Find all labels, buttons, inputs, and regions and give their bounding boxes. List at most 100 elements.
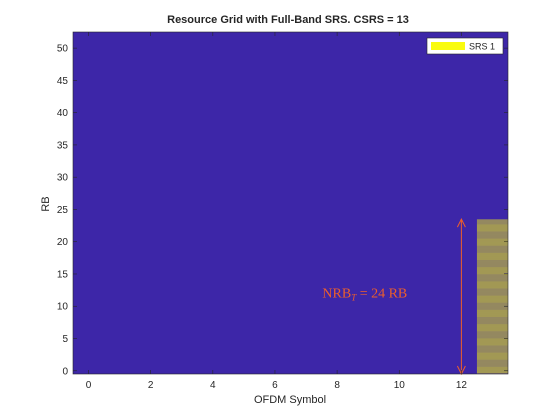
srs-subcarrier	[476, 358, 508, 359]
srs-subcarrier	[476, 355, 508, 356]
srs-subcarrier	[476, 333, 508, 335]
srs-subcarrier	[476, 265, 508, 267]
srs-subcarrier	[476, 246, 508, 248]
srs-subcarrier	[476, 372, 508, 373]
srs-subcarrier	[476, 351, 508, 353]
srs-subcarrier	[476, 340, 508, 341]
srs-subcarrier	[476, 226, 508, 227]
srs-subcarrier	[476, 289, 508, 291]
y-tick-label: 25	[57, 205, 69, 216]
srs-subcarrier	[476, 249, 508, 251]
annotation-arrowhead-top	[456, 218, 466, 228]
srs-subcarrier	[476, 312, 508, 313]
srs-subcarrier	[476, 251, 508, 253]
srs-subcarrier	[476, 339, 508, 340]
srs-subcarrier	[476, 285, 508, 286]
srs-subcarrier	[476, 275, 508, 277]
srs-subcarrier	[476, 325, 508, 326]
srs-subcarrier	[476, 298, 508, 299]
srs-subcarrier	[476, 363, 508, 365]
srs-subcarrier	[476, 330, 508, 331]
srs-subcarrier	[476, 296, 508, 297]
srs-subcarrier	[476, 235, 508, 237]
srs-subcarrier	[476, 336, 508, 338]
srs-subcarrier	[476, 308, 508, 310]
srs-subcarrier	[476, 362, 508, 364]
y-tick-label: 15	[57, 269, 69, 280]
srs-subcarrier	[476, 253, 508, 254]
axis-ticks: 0 2 4 6 8 10 12 0 5 10 15 20 25 30 35 40 45 50	[57, 32, 508, 391]
srs-subcarrier	[476, 305, 508, 307]
srs-subcarrier	[476, 220, 508, 222]
srs-subcarrier	[476, 286, 508, 287]
srs-subcarrier	[476, 227, 508, 228]
srs-subcarrier	[476, 293, 508, 295]
y-tick-label: 40	[57, 108, 69, 119]
srs-subcarrier	[476, 271, 508, 272]
srs-subcarrier	[476, 327, 508, 328]
x-tick-label: 4	[210, 380, 216, 391]
srs-subcarrier	[476, 266, 508, 268]
y-tick-label: 20	[57, 237, 69, 248]
srs-subcarrier	[476, 240, 508, 241]
srs-subcarrier	[476, 329, 508, 330]
srs-subcarrier	[476, 364, 508, 366]
y-tick-label: 5	[62, 334, 68, 345]
srs-subcarrier	[476, 279, 508, 281]
srs-subcarrier	[476, 344, 508, 345]
srs-subcarrier	[476, 280, 508, 282]
srs-subcarrier	[476, 304, 508, 306]
srs-subcarrier	[476, 237, 508, 239]
srs-subcarrier	[476, 349, 508, 351]
plot-border	[72, 31, 509, 375]
srs-subcarrier	[476, 292, 508, 294]
y-axis-label: RB	[40, 196, 52, 211]
srs-subcarrier	[476, 221, 508, 223]
srs-subcarrier	[476, 350, 508, 352]
plot-area	[73, 32, 508, 374]
srs-subcarrier	[476, 315, 508, 316]
srs-subcarrier	[476, 223, 508, 225]
y-tick-label: 10	[57, 302, 69, 313]
legend: SRS 1	[426, 37, 504, 55]
srs-subcarrier	[476, 274, 508, 276]
srs-subcarrier	[476, 242, 508, 243]
x-tick-label: 12	[456, 380, 468, 391]
y-tick-label: 45	[57, 76, 69, 87]
srs-subcarrier	[476, 256, 508, 257]
y-tick-label: 35	[57, 140, 69, 151]
srs-subcarrier	[476, 273, 508, 274]
srs-subcarrier	[476, 294, 508, 296]
srs-subcarrier	[476, 331, 508, 333]
srs-subcarrier	[476, 346, 508, 348]
srs-subcarrier	[476, 343, 508, 344]
srs-subcarrier	[476, 348, 508, 350]
srs-subcarrier	[476, 301, 508, 302]
x-tick-label: 6	[272, 380, 278, 391]
srs-subcarrier	[476, 317, 508, 319]
srs-subcarrier	[476, 303, 508, 305]
srs-subcarrier	[476, 310, 508, 311]
srs-subcarrier	[476, 347, 508, 349]
srs-stripes	[476, 219, 508, 374]
srs-subcarrier	[476, 261, 508, 263]
srs-subcarrier	[476, 232, 508, 234]
srs-subcarrier	[476, 291, 508, 293]
srs-subcarrier	[476, 230, 508, 231]
srs-subcarrier	[476, 287, 508, 288]
srs-subcarrier	[476, 299, 508, 300]
srs-subcarrier	[476, 231, 508, 233]
srs-subcarrier	[476, 239, 508, 240]
x-tick-label: 2	[148, 380, 154, 391]
srs-subcarrier	[476, 342, 508, 343]
srs-subcarrier	[476, 264, 508, 266]
srs-subcarrier	[476, 259, 508, 260]
y-tick-label: 0	[62, 366, 68, 377]
srs-subcarrier	[476, 369, 508, 370]
srs-subcarrier	[476, 337, 508, 339]
srs-subcarrier	[476, 250, 508, 252]
srs-subcarrier	[476, 322, 508, 324]
x-axis-label: OFDM Symbol	[254, 394, 326, 406]
srs-subcarrier	[476, 311, 508, 312]
srs-subcarrier	[476, 354, 508, 355]
